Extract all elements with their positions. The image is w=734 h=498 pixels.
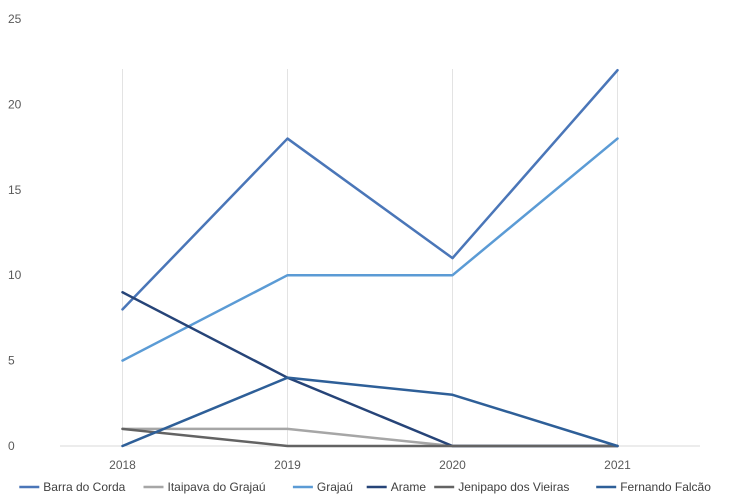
y-tick-label: 5 [8, 354, 15, 368]
legend-label-graja-: Grajaú [317, 480, 353, 494]
legend-label-barra-do-corda: Barra do Corda [43, 480, 125, 494]
gridlines [122, 69, 618, 446]
series-line-barra-do-corda [121, 68, 619, 311]
x-tick-label: 2021 [604, 458, 631, 472]
y-tick-label: 15 [8, 183, 22, 197]
x-tick-label: 2019 [274, 458, 301, 472]
legend-label-fernando-falc-o: Fernando Falcão [620, 480, 711, 494]
series-line-fernando-falc-o [121, 376, 619, 448]
series-line-graja- [121, 137, 619, 362]
legend-label-arame: Arame [391, 480, 427, 494]
series-line-jenipapo-dos-vieiras [121, 427, 619, 448]
x-tick-label: 2018 [109, 458, 136, 472]
y-axis-tick-labels: 0 5 10 15 20 25 [8, 12, 22, 453]
legend: Barra do Corda Itaipava do Grajaú Grajaú Ar… [19, 480, 711, 494]
y-tick-label: 25 [8, 12, 22, 26]
legend-label-itaipava-do-graja-: Itaipava do Grajaú [168, 480, 266, 494]
x-tick-label: 2020 [439, 458, 466, 472]
x-axis-tick-labels: 2018 2019 2020 2021 [109, 458, 631, 472]
y-tick-label: 10 [8, 268, 22, 282]
y-tick-label: 20 [8, 97, 22, 111]
legend-label-jenipapo-dos-vieiras: Jenipapo dos Vieiras [458, 480, 569, 494]
y-tick-label: 0 [8, 439, 15, 453]
series-lines [121, 68, 619, 448]
